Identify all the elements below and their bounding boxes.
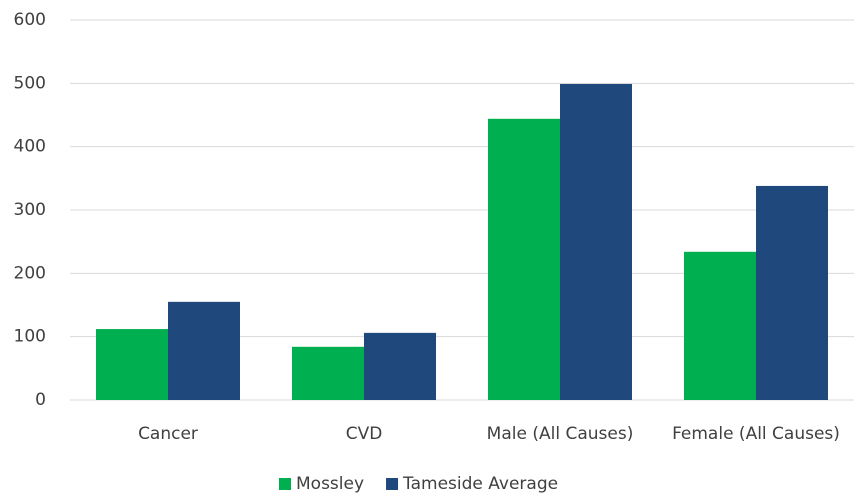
bar — [684, 251, 756, 400]
x-tick-label: Male (All Causes) — [487, 424, 634, 444]
bar — [364, 332, 436, 400]
bar — [292, 346, 364, 400]
y-tick-label: 400 — [14, 137, 46, 157]
bar — [756, 185, 828, 400]
x-tick-label: Female (All Causes) — [672, 424, 840, 444]
legend-swatch — [279, 478, 291, 490]
legend-label: Mossley — [296, 474, 364, 494]
bar — [488, 118, 560, 401]
y-tick-label: 0 — [35, 390, 46, 410]
bar — [560, 83, 632, 400]
bar — [168, 301, 240, 400]
legend-label: Tameside Average — [402, 474, 558, 494]
x-tick-label: CVD — [346, 424, 383, 444]
x-tick-label: Cancer — [138, 424, 198, 444]
y-tick-label: 600 — [14, 10, 46, 30]
y-tick-label: 500 — [14, 73, 46, 93]
y-tick-label: 300 — [14, 200, 46, 220]
y-tick-label: 100 — [14, 327, 46, 347]
y-tick-label: 200 — [14, 263, 46, 283]
bar — [96, 329, 168, 400]
legend-swatch — [386, 478, 399, 490]
